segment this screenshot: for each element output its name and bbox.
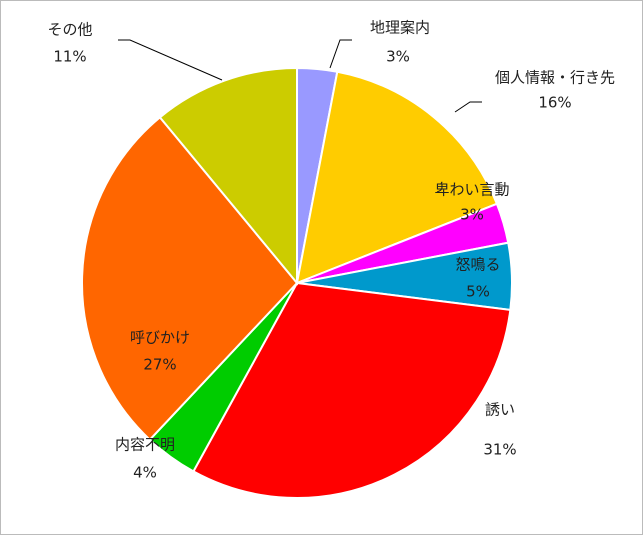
category-label: その他	[47, 21, 92, 39]
value-label: 4%	[133, 464, 157, 482]
value-label: 16%	[538, 94, 571, 112]
value-label: 27%	[143, 356, 176, 374]
pie-slice	[81, 115, 299, 442]
leader-line	[454, 101, 482, 113]
pie-slice	[295, 70, 499, 285]
category-label: 個人情報・行き先	[495, 69, 615, 87]
value-label: 3%	[386, 48, 410, 66]
category-label: 卑わい言動	[434, 181, 509, 199]
value-label: 11%	[53, 48, 86, 66]
pie-slice	[192, 281, 512, 499]
pie-slice	[158, 66, 298, 286]
category-label: 怒鳴る	[455, 256, 500, 274]
value-label: 3%	[460, 206, 484, 224]
category-label: 呼びかけ	[130, 329, 190, 347]
category-label: 地理案内	[370, 19, 430, 37]
leader-line	[118, 39, 223, 81]
category-label: 内容不明	[115, 436, 175, 454]
leader-line	[329, 39, 352, 69]
value-label: 5%	[466, 283, 490, 301]
category-label: 誘い	[485, 401, 515, 419]
value-label: 31%	[483, 441, 516, 459]
